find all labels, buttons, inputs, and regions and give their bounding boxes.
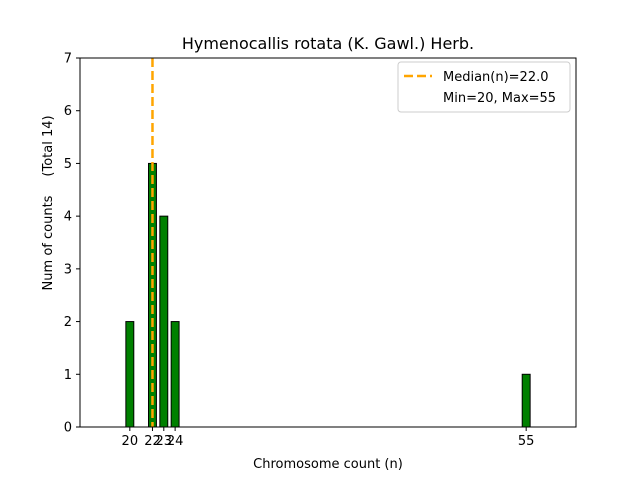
legend: Median(n)=22.0 Min=20, Max=55	[397, 61, 571, 113]
chart-title: Hymenocallis rotata (K. Gawl.) Herb.	[182, 34, 474, 53]
y-tick-label: 3	[64, 262, 72, 277]
bar-55	[521, 373, 531, 428]
plot-area	[79, 57, 577, 428]
x-axis-label: Chromosome count (n)	[253, 457, 403, 472]
y-tick-label: 0	[64, 421, 72, 436]
bar-20	[125, 321, 135, 428]
legend-entry-median: Median(n)=22.0	[443, 70, 549, 85]
plot-frame	[79, 57, 577, 428]
legend-box	[397, 61, 571, 113]
x-tick-label: 23	[156, 434, 173, 449]
x-tick-label: 20	[122, 434, 139, 449]
y-tick-label: 4	[64, 210, 72, 225]
y-tick-label: 2	[64, 315, 72, 330]
x-tick-label: 55	[518, 434, 535, 449]
bar-24	[170, 321, 180, 428]
x-tick-label: 22	[144, 434, 161, 449]
y-tick-label: 5	[64, 157, 72, 172]
y-tick-label: 6	[64, 104, 72, 119]
bar-23	[159, 215, 169, 428]
x-tick-label: 24	[167, 434, 184, 449]
y-axis-label: Num of counts	[41, 195, 56, 290]
legend-entry-range: Min=20, Max=55	[443, 91, 556, 106]
y-axis-total-note: (Total 14)	[41, 115, 56, 176]
y-axis-ticks: 0 1 2 3 4 5 6 7	[64, 52, 80, 436]
y-tick-label: 7	[64, 52, 72, 67]
y-tick-label: 1	[64, 368, 72, 383]
